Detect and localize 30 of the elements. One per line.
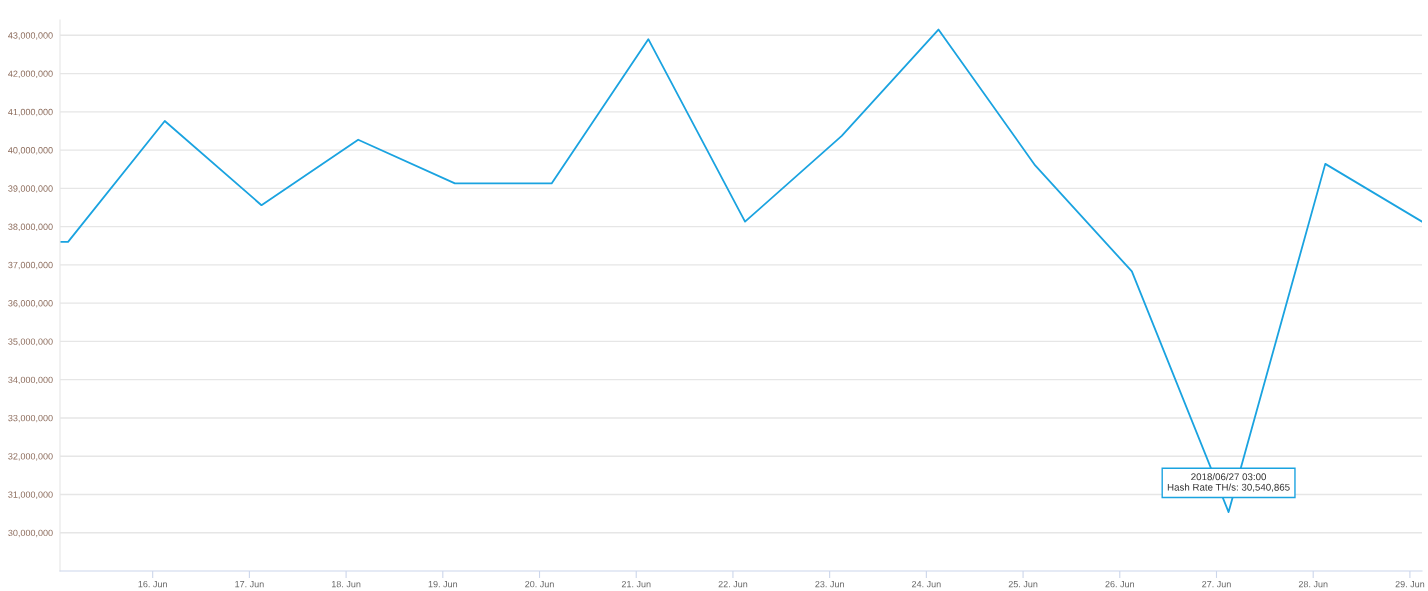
x-tick-label: 20. Jun — [525, 580, 554, 588]
x-tick-label: 16. Jun — [138, 580, 167, 588]
x-tick-label: 26. Jun — [1105, 580, 1134, 588]
y-tick-label: 38,000,000 — [8, 223, 53, 232]
y-tick-label: 43,000,000 — [8, 32, 53, 40]
line-series — [60, 28, 1422, 513]
y-tick-label: 42,000,000 — [8, 70, 53, 78]
y-tick-label: 37,000,000 — [8, 261, 53, 270]
y-tick-label: 30,000,000 — [8, 529, 53, 538]
x-tick-label: 28. Jun — [1298, 580, 1328, 588]
x-tick-label: 23. Jun — [815, 580, 844, 588]
y-tick-label: 31,000,000 — [8, 491, 53, 499]
y-tick-label: 33,000,000 — [8, 414, 53, 423]
y-tick-label: 39,000,000 — [8, 185, 53, 193]
x-tick-label: 17. Jun — [235, 581, 264, 588]
y-tick-label: 35,000,000 — [8, 338, 53, 346]
x-tick-label: 24. Jun — [912, 580, 941, 588]
x-tick-label: 21. Jun — [621, 580, 651, 588]
y-tick-label: 32,000,000 — [8, 453, 53, 461]
y-tick-label: 41,000,000 — [8, 108, 53, 117]
annotation: 2018/06/27 03:00 Hash Rate TH/s: 30,540,865 — [1167, 473, 1290, 492]
x-tick-label: 18. Jun — [331, 580, 361, 588]
x-tick-label: 27. Jun — [1202, 580, 1231, 588]
y-tick-label: 40,000,000 — [8, 147, 53, 155]
x-tick-label: 22. Jun — [718, 580, 748, 588]
y-tick-label: 34,000,000 — [8, 376, 53, 385]
x-tick-label: 25. Jun — [1008, 580, 1038, 588]
x-tick-label: 29. Jun — [1395, 580, 1425, 588]
x-tick-label: 19. Jun — [428, 580, 458, 588]
y-tick-label: 36,000,000 — [8, 300, 53, 308]
